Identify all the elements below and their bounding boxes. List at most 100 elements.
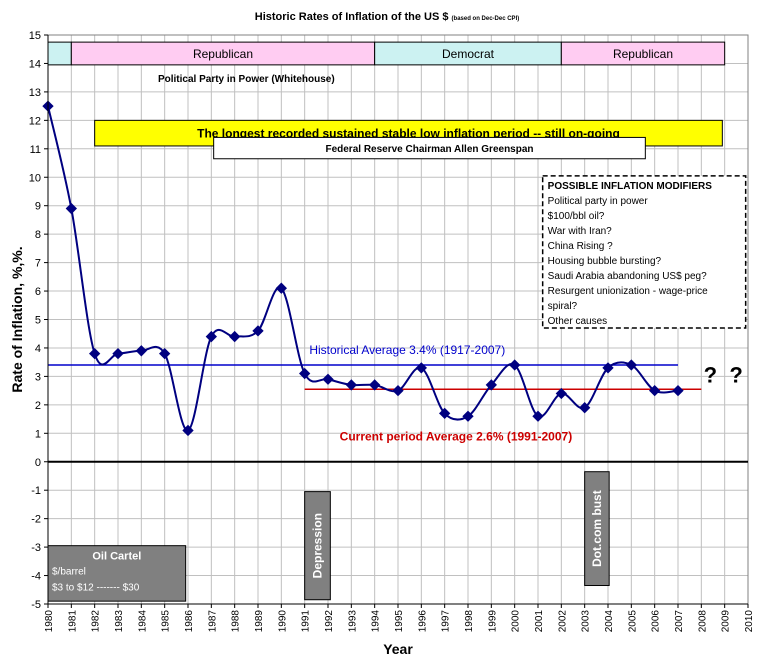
oil-cartel-line: $3 to $12 ------- $30 bbox=[52, 583, 140, 594]
y-tick-label: 8 bbox=[35, 229, 41, 241]
party-bands: Republican Democrat Republican Political Pa… bbox=[47, 41, 726, 85]
x-tick-label: 1996 bbox=[417, 610, 428, 633]
party-caption: Political Party in Power (Whitehouse) bbox=[158, 74, 335, 85]
y-tick-label: -5 bbox=[31, 599, 41, 611]
average-lines: Historical Average 3.4% (1917-2007) Curre… bbox=[48, 343, 702, 443]
oil-cartel-title: Oil Cartel bbox=[92, 551, 141, 563]
annotation-layer: The longest recorded sustained stable lo… bbox=[47, 119, 747, 602]
y-tick-label: 0 bbox=[35, 457, 41, 469]
data-point bbox=[649, 384, 661, 397]
x-tick-label: 1995 bbox=[394, 610, 405, 633]
data-point bbox=[625, 359, 637, 371]
y-tick-label: 1 bbox=[35, 428, 41, 440]
modifier-item: $100/bbl oil? bbox=[548, 211, 605, 222]
x-tick-label: 1989 bbox=[254, 610, 265, 633]
y-tick-label: 3 bbox=[35, 371, 41, 383]
modifier-item: War with Iran? bbox=[548, 226, 613, 237]
chart-title-main: Historic Rates of Inflation of the US $ bbox=[255, 11, 452, 23]
x-tick-label: 2004 bbox=[604, 610, 615, 633]
x-tick-label: 2008 bbox=[697, 610, 708, 633]
y-tick-label: 6 bbox=[35, 286, 41, 298]
party-band-label: Democrat bbox=[442, 47, 495, 61]
y-tick-label: 4 bbox=[35, 343, 41, 355]
modifier-item: China Rising ? bbox=[548, 241, 613, 252]
x-tick-label: 1981 bbox=[67, 610, 78, 633]
data-point bbox=[555, 387, 567, 400]
x-tick-label: 2007 bbox=[674, 610, 685, 633]
y-tick-label: 10 bbox=[29, 172, 41, 184]
current-average-label: Current period Average 2.6% (1991-2007) bbox=[340, 429, 573, 443]
data-point bbox=[415, 362, 427, 374]
y-tick-label: -4 bbox=[31, 571, 41, 583]
x-tick-label: 1987 bbox=[207, 610, 218, 633]
text-layer: Historic Rates of Inflation of the US $ … bbox=[9, 11, 519, 657]
chart-subtitle: (based on Dec-Dec CPI) bbox=[452, 16, 520, 22]
question-marks: ? ? bbox=[704, 363, 743, 388]
x-tick-label: 1994 bbox=[371, 610, 382, 633]
y-tick-label: -2 bbox=[31, 514, 41, 526]
data-point bbox=[579, 402, 591, 414]
x-tick-label: 1997 bbox=[441, 610, 452, 633]
x-tick-label: 1985 bbox=[161, 610, 172, 633]
x-axis-title: Year bbox=[383, 641, 413, 657]
dotcom-box bbox=[584, 471, 610, 587]
x-tick-label: 1999 bbox=[487, 610, 498, 633]
data-point bbox=[205, 330, 217, 343]
data-point bbox=[462, 410, 474, 422]
data-point bbox=[672, 384, 684, 397]
data-point bbox=[369, 379, 381, 391]
x-tick-label: 2010 bbox=[744, 610, 755, 633]
data-point bbox=[602, 362, 614, 374]
x-tick-label: 1984 bbox=[137, 610, 148, 633]
x-tick-label: 1983 bbox=[114, 610, 125, 633]
data-point bbox=[275, 282, 287, 294]
depression-box bbox=[304, 491, 331, 601]
modifier-item: Housing bubble bursting? bbox=[548, 256, 662, 267]
oil-cartel-line: $/barrel bbox=[52, 567, 86, 578]
x-tick-label: 1980 bbox=[44, 610, 55, 633]
modifiers-box bbox=[541, 175, 747, 329]
y-tick-label: 5 bbox=[35, 315, 41, 327]
x-tick-label: 1988 bbox=[231, 610, 242, 633]
greenspan-label: Federal Reserve Chairman Allen Greenspan bbox=[325, 144, 533, 155]
depression-label: Depression bbox=[311, 513, 325, 578]
greenspan-box bbox=[213, 136, 646, 160]
data-point bbox=[392, 384, 404, 397]
y-tick-label: 7 bbox=[35, 258, 41, 270]
modifiers-title: POSSIBLE INFLATION MODIFIERS bbox=[548, 181, 713, 192]
modifier-item: Saudi Arabia abandoning US$ peg? bbox=[548, 271, 707, 282]
modifier-item: Other causes bbox=[548, 316, 607, 327]
data-point bbox=[299, 367, 311, 380]
data-point bbox=[159, 347, 171, 360]
data-point bbox=[532, 410, 544, 422]
y-tick-label: 14 bbox=[29, 58, 41, 70]
data-point bbox=[182, 424, 194, 437]
x-tick-label: 1998 bbox=[464, 610, 475, 633]
x-tick-label: 2006 bbox=[651, 610, 662, 633]
y-tick-label: 9 bbox=[35, 201, 41, 213]
data-point bbox=[135, 345, 147, 357]
x-tick-label: 1992 bbox=[324, 610, 335, 633]
y-tick-label: 11 bbox=[30, 144, 41, 156]
y-tick-label: -3 bbox=[31, 542, 41, 554]
x-tick-label: 1986 bbox=[184, 610, 195, 633]
y-tick-label: 2 bbox=[35, 400, 41, 412]
data-point bbox=[229, 330, 241, 343]
chart-title: Historic Rates of Inflation of the US $ … bbox=[255, 11, 519, 23]
data-point bbox=[485, 379, 497, 391]
x-tick-label: 2009 bbox=[721, 610, 732, 633]
data-point bbox=[345, 379, 357, 391]
data-point bbox=[322, 373, 334, 385]
modifier-item: Resurgent unionization - wage-price bbox=[548, 286, 709, 297]
x-tick-label: 1990 bbox=[277, 610, 288, 633]
data-point bbox=[252, 325, 264, 337]
y-axis-title: Rate of Inflation, %,%. bbox=[9, 246, 25, 392]
y-tick-label: 13 bbox=[29, 87, 41, 99]
modifier-item: Political party in power bbox=[548, 196, 649, 207]
x-tick-label: 1982 bbox=[91, 610, 102, 633]
party-band bbox=[560, 41, 726, 66]
x-tick-label: 2001 bbox=[534, 610, 545, 633]
